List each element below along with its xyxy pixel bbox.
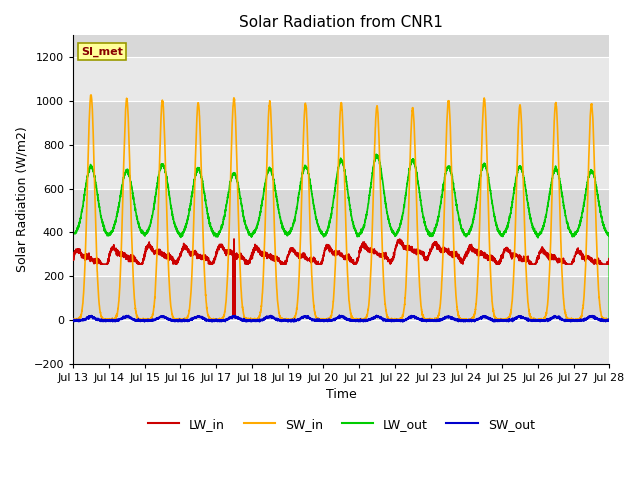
LW_out bbox=[432, 224, 440, 229]
Line: SW_in: SW_in bbox=[73, 95, 609, 320]
SW_in bbox=[69, 317, 77, 323]
LW_in bbox=[432, 240, 440, 245]
SW_out bbox=[461, 319, 469, 324]
SW_out bbox=[109, 319, 116, 324]
LW_in bbox=[461, 252, 469, 258]
LW_in bbox=[229, 315, 237, 321]
LW_in bbox=[605, 258, 612, 264]
Bar bbox=[73, 320, 609, 364]
Bar bbox=[73, 57, 609, 101]
LW_in bbox=[321, 247, 329, 252]
LW_out bbox=[605, 317, 613, 323]
SW_out bbox=[166, 317, 173, 323]
SW_in bbox=[321, 317, 329, 323]
SW_out bbox=[335, 312, 343, 318]
SW_out bbox=[492, 317, 500, 323]
LW_in bbox=[166, 253, 173, 259]
Line: LW_in: LW_in bbox=[73, 239, 609, 318]
LW_out bbox=[166, 193, 173, 199]
SW_in bbox=[432, 317, 440, 323]
SW_in bbox=[166, 288, 173, 294]
SW_out bbox=[432, 317, 440, 323]
Y-axis label: Solar Radiation (W/m2): Solar Radiation (W/m2) bbox=[15, 127, 28, 272]
LW_in bbox=[605, 261, 613, 267]
Bar bbox=[73, 145, 609, 189]
SW_in bbox=[461, 317, 469, 323]
SW_in bbox=[605, 317, 612, 323]
Bar bbox=[73, 232, 609, 276]
Title: Solar Radiation from CNR1: Solar Radiation from CNR1 bbox=[239, 15, 443, 30]
Line: SW_out: SW_out bbox=[73, 315, 609, 322]
LW_in bbox=[492, 258, 500, 264]
LW_out bbox=[492, 221, 500, 227]
SW_out bbox=[605, 318, 612, 324]
LW_out bbox=[69, 230, 77, 236]
LW_in bbox=[69, 254, 77, 260]
LW_out bbox=[605, 231, 612, 237]
SW_out bbox=[69, 318, 77, 324]
SW_in bbox=[87, 92, 95, 98]
Line: LW_out: LW_out bbox=[73, 154, 609, 320]
SW_out bbox=[605, 317, 613, 323]
LW_out bbox=[372, 151, 380, 157]
SW_in bbox=[492, 315, 500, 321]
LW_out bbox=[321, 232, 329, 238]
X-axis label: Time: Time bbox=[326, 388, 356, 401]
LW_in bbox=[230, 236, 238, 242]
Legend: LW_in, SW_in, LW_out, SW_out: LW_in, SW_in, LW_out, SW_out bbox=[143, 413, 540, 436]
SW_in bbox=[605, 317, 613, 323]
SW_out bbox=[321, 318, 329, 324]
Text: SI_met: SI_met bbox=[81, 47, 123, 57]
SW_in bbox=[69, 316, 77, 322]
LW_out bbox=[461, 232, 469, 238]
